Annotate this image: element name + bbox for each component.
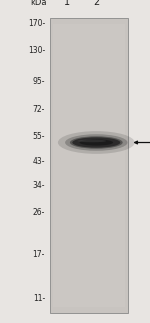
Text: 11-: 11- — [33, 294, 45, 303]
Text: kDa: kDa — [30, 0, 46, 7]
Bar — [52, 24, 124, 307]
Text: 130-: 130- — [28, 46, 45, 55]
Ellipse shape — [80, 140, 113, 146]
Ellipse shape — [70, 136, 123, 149]
Text: 43-: 43- — [33, 157, 45, 166]
Text: 55-: 55- — [33, 132, 45, 141]
Text: 17-: 17- — [33, 250, 45, 259]
Text: 1: 1 — [64, 0, 70, 7]
Text: 170-: 170- — [28, 19, 45, 28]
Text: 2: 2 — [93, 0, 99, 7]
Text: 95-: 95- — [33, 78, 45, 87]
Text: 26-: 26- — [33, 208, 45, 217]
Ellipse shape — [65, 134, 128, 151]
Ellipse shape — [58, 131, 135, 154]
Ellipse shape — [77, 140, 106, 142]
Text: 34-: 34- — [33, 181, 45, 190]
Text: 72-: 72- — [33, 105, 45, 114]
Bar — [50, 18, 128, 313]
Ellipse shape — [72, 137, 120, 148]
